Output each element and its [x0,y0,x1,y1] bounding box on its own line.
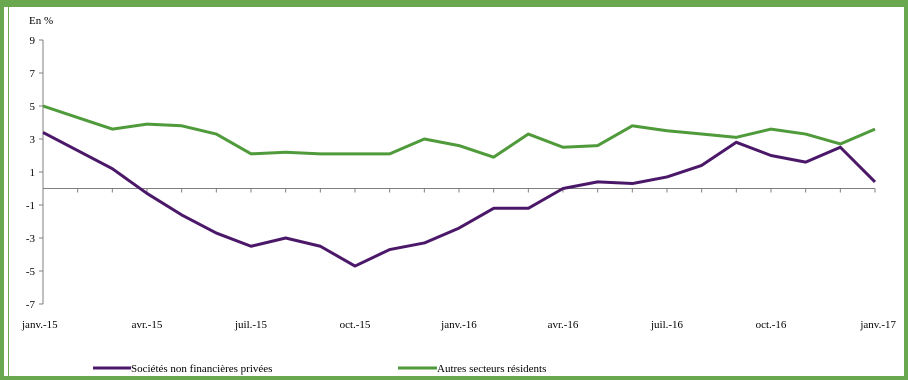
y-tick-label: 1 [30,167,36,179]
y-tick-label: 3 [30,134,36,146]
y-tick-label: -1 [26,200,35,212]
series-line-societes [42,131,877,268]
x-ticks-group: janv.-15 avr.-15 juil.-15 oct.-15 janv.-16 av… [21,188,896,331]
x-tick-label: juil.-16 [650,319,684,331]
x-tick-label: janv.-16 [440,319,477,331]
x-tick-label: avr.-15 [132,319,163,331]
legend: Sociétés non financières privées Autres … [93,363,546,375]
y-tick-label: -3 [26,233,36,245]
y-unit-label: En % [29,15,53,27]
y-tick-label: -5 [26,266,36,278]
legend-label-autres: Autres secteurs résidents [437,363,546,375]
x-tick-label: oct.-16 [756,319,787,331]
x-tick-label: janv.-15 [21,319,58,331]
series-line-autres [42,104,876,159]
y-ticks-group: 9 7 5 3 1 -1 -3 -5 -7 [26,35,43,311]
x-tick-label: oct.-15 [340,319,371,331]
legend-label-societes: Sociétés non financières privées [131,363,272,375]
y-tick-label: 9 [30,35,36,47]
y-tick-label: 7 [30,68,36,80]
x-tick-label: avr.-16 [548,319,579,331]
y-tick-label: 5 [30,101,36,113]
x-tick-label: janv.-17 [859,319,896,331]
series-group [42,104,877,268]
y-tick-label: -7 [26,299,36,311]
x-tick-label: juil.-15 [234,319,268,331]
frame-left-rule [8,7,9,376]
